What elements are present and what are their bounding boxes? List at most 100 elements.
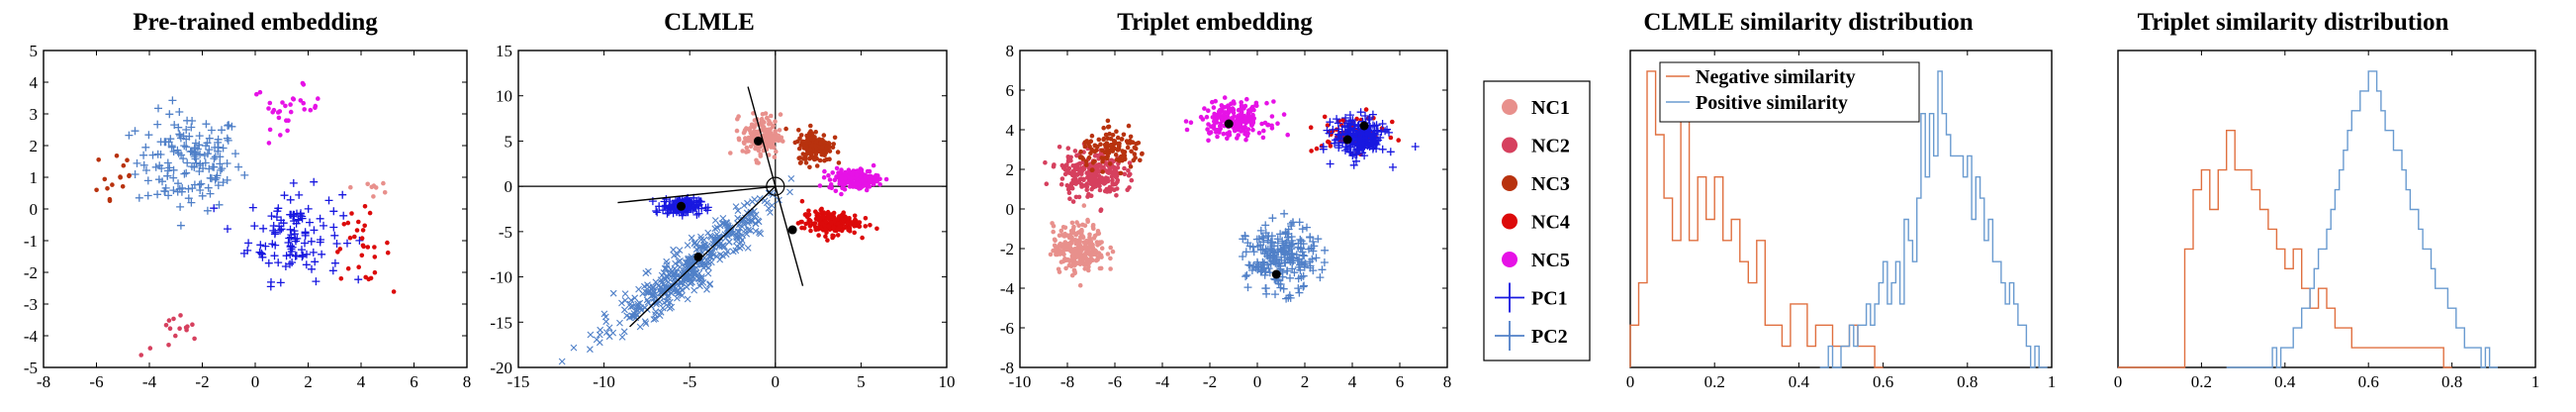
scatter-point <box>1078 149 1083 154</box>
x-tick-label: 0.6 <box>1873 372 1893 391</box>
scatter-point <box>283 103 288 109</box>
class-center <box>1271 269 1281 279</box>
scatter-point <box>1100 169 1105 174</box>
y-tick-label: 2 <box>1006 160 1015 179</box>
scatter-point <box>1272 253 1281 261</box>
scatter-point <box>178 183 187 192</box>
y-tick-label: -2 <box>1000 240 1014 258</box>
scatter-point <box>1086 173 1092 178</box>
x-tick-label: 0.4 <box>1789 372 1810 391</box>
scatter-point <box>195 132 204 141</box>
scatter-point <box>828 220 834 226</box>
scatter-point <box>663 209 672 218</box>
scatter-point <box>716 234 724 242</box>
x-tick-label: 1 <box>2531 372 2540 391</box>
chart-3-title: Triplet embedding <box>1117 9 1313 36</box>
scatter-point <box>1249 248 1258 257</box>
legend-entry-pc2: PC2 <box>1495 321 1568 351</box>
scatter-point <box>318 250 326 258</box>
scatter-point <box>821 174 827 180</box>
scatter-point <box>666 197 675 206</box>
scatter-point <box>727 228 735 236</box>
scatter-point <box>310 226 319 235</box>
scatter-point <box>1056 266 1061 272</box>
y-tick-label: 10 <box>496 87 512 106</box>
pretrained-embedding-plot: -8 -6 -4 -2 0 2 4 6 8 -5 -4 -3 -2 -1 0 1 2 3 4 5 <box>24 42 471 391</box>
scatter-point <box>255 248 264 257</box>
scatter-point <box>839 228 845 234</box>
scatter-point <box>1276 230 1285 239</box>
legend-label: NC3 <box>1531 173 1570 195</box>
chart-2-title: CLMLE <box>664 9 755 36</box>
scatter-point <box>1388 135 1394 141</box>
scatter-point <box>760 120 766 126</box>
scatter-point <box>1223 115 1229 120</box>
scatter-point <box>169 148 178 155</box>
scatter-point <box>1098 208 1103 214</box>
scatter-point <box>1359 144 1368 153</box>
legend-label: PC1 <box>1531 288 1568 310</box>
scatter-point <box>281 262 290 270</box>
scatter-point <box>763 111 769 116</box>
scatter-point <box>278 133 283 138</box>
scatter-point <box>596 339 603 347</box>
scatter-point <box>1081 176 1086 182</box>
scatter-point <box>799 225 804 231</box>
scatter-point <box>1098 142 1103 147</box>
scatter-point <box>1110 149 1116 154</box>
scatter-point <box>157 164 166 172</box>
scatter-point <box>658 283 665 291</box>
scatter-point <box>268 240 277 249</box>
scatter-point <box>800 152 806 156</box>
scatter-point <box>684 295 691 303</box>
legend-label: PC2 <box>1531 326 1568 348</box>
scatter-point <box>1125 141 1131 146</box>
scatter-point <box>854 172 860 178</box>
scatter-point <box>1117 141 1122 147</box>
scatter-point <box>660 202 669 211</box>
scatter-point <box>180 142 189 151</box>
scatter-point <box>769 141 774 146</box>
scatter-point <box>1348 116 1357 125</box>
scatter-point <box>354 228 360 233</box>
scatter-point <box>131 127 139 136</box>
scatter-point <box>695 244 703 252</box>
scatter-point <box>1307 244 1316 253</box>
scatter-point <box>202 120 211 129</box>
scatter-point <box>1239 103 1244 108</box>
scatter-point <box>173 333 178 339</box>
scatter-point <box>1075 166 1080 172</box>
scatter-point <box>1256 226 1265 235</box>
scatter-point <box>210 204 219 213</box>
scatter-point <box>301 228 310 237</box>
scatter-point <box>843 176 848 181</box>
scatter-point <box>1128 134 1134 140</box>
scatter-point <box>1244 260 1253 269</box>
scatter-point <box>673 287 680 295</box>
scatter-point <box>195 180 204 189</box>
scatter-point <box>773 131 779 137</box>
scatter-point <box>1239 253 1247 260</box>
scatter-point <box>798 133 804 138</box>
scatter-point <box>1099 155 1104 160</box>
class-direction-ray <box>747 86 777 187</box>
class-center <box>1342 135 1352 145</box>
scatter-point <box>1285 243 1294 252</box>
scatter-point <box>1084 162 1089 167</box>
scatter-point <box>1066 165 1072 171</box>
scatter-point <box>1097 162 1103 168</box>
scatter-point <box>203 206 212 215</box>
scatter-point <box>1140 151 1145 156</box>
series-pc2 <box>558 175 795 365</box>
scatter-point <box>1069 258 1075 262</box>
scatter-point <box>835 150 841 154</box>
scatter-point <box>1113 153 1119 157</box>
scatter-point <box>1249 116 1255 122</box>
scatter-point <box>796 146 802 152</box>
scatter-point <box>1092 143 1098 149</box>
scatter-point <box>1113 168 1119 174</box>
scatter-point <box>1070 199 1076 204</box>
scatter-point <box>1364 115 1373 124</box>
scatter-point <box>833 188 839 194</box>
scatter-point <box>807 224 813 229</box>
